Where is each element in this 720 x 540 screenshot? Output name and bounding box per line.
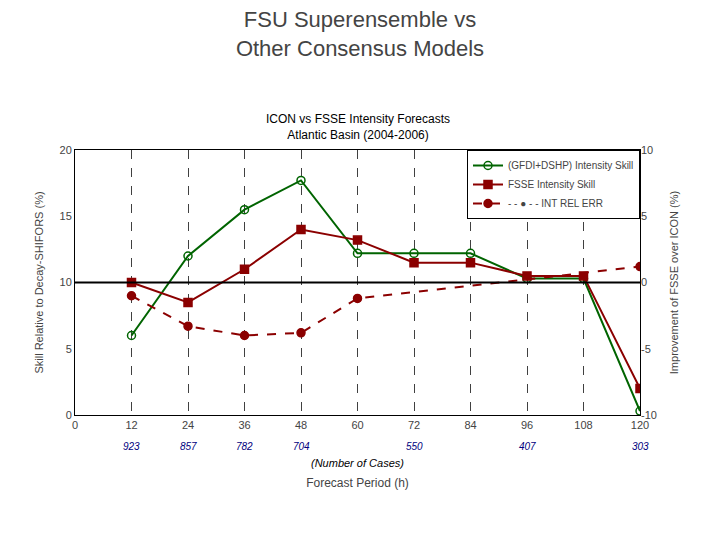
svg-text:550: 550: [406, 441, 423, 452]
svg-text:(Number of Cases): (Number of Cases): [311, 457, 404, 469]
svg-text:5: 5: [66, 343, 72, 355]
svg-text:ICON vs FSSE Intensity Forecas: ICON vs FSSE Intensity ForecastsAtlantic…: [266, 112, 450, 142]
svg-text:782: 782: [236, 441, 253, 452]
svg-text:20: 20: [60, 144, 72, 156]
svg-text:FSSE Intensity Skill: FSSE Intensity Skill: [508, 179, 595, 190]
svg-text:FSU Superensemble vsOther Cons: FSU Superensemble vsOther Consensus Mode…: [236, 7, 484, 61]
svg-text:(GFDI+DSHP) Intensity Skill: (GFDI+DSHP) Intensity Skill: [508, 160, 633, 171]
svg-text:72: 72: [408, 419, 420, 431]
svg-text:Forecast Period (h): Forecast Period (h): [306, 476, 409, 490]
svg-text:12: 12: [125, 419, 137, 431]
svg-text:0: 0: [641, 276, 647, 288]
svg-text:15: 15: [60, 210, 72, 222]
svg-text:60: 60: [351, 419, 363, 431]
svg-text:84: 84: [464, 419, 476, 431]
svg-text:108: 108: [574, 419, 592, 431]
svg-text:120: 120: [631, 419, 649, 431]
svg-text:36: 36: [238, 419, 250, 431]
svg-text:-10: -10: [641, 409, 657, 421]
svg-text:0: 0: [72, 419, 78, 431]
svg-text:857: 857: [180, 441, 197, 452]
svg-text:10: 10: [60, 276, 72, 288]
svg-text:407: 407: [519, 441, 536, 452]
svg-text:96: 96: [521, 419, 533, 431]
svg-text:24: 24: [182, 419, 194, 431]
svg-text:- - ● - - INT REL ERR: - - ● - - INT REL ERR: [508, 198, 603, 209]
svg-text:0: 0: [66, 409, 72, 421]
svg-text:303: 303: [632, 441, 649, 452]
svg-text:5: 5: [641, 210, 647, 222]
svg-text:48: 48: [295, 419, 307, 431]
svg-text:-5: -5: [641, 343, 651, 355]
svg-text:10: 10: [641, 144, 653, 156]
svg-text:923: 923: [123, 441, 140, 452]
svg-text:Skill Relative to Decay-SHIFOR: Skill Relative to Decay-SHIFORS (%): [33, 191, 45, 373]
svg-text:704: 704: [293, 441, 310, 452]
svg-text:Improvement of FSSE over ICON: Improvement of FSSE over ICON (%): [668, 191, 680, 374]
